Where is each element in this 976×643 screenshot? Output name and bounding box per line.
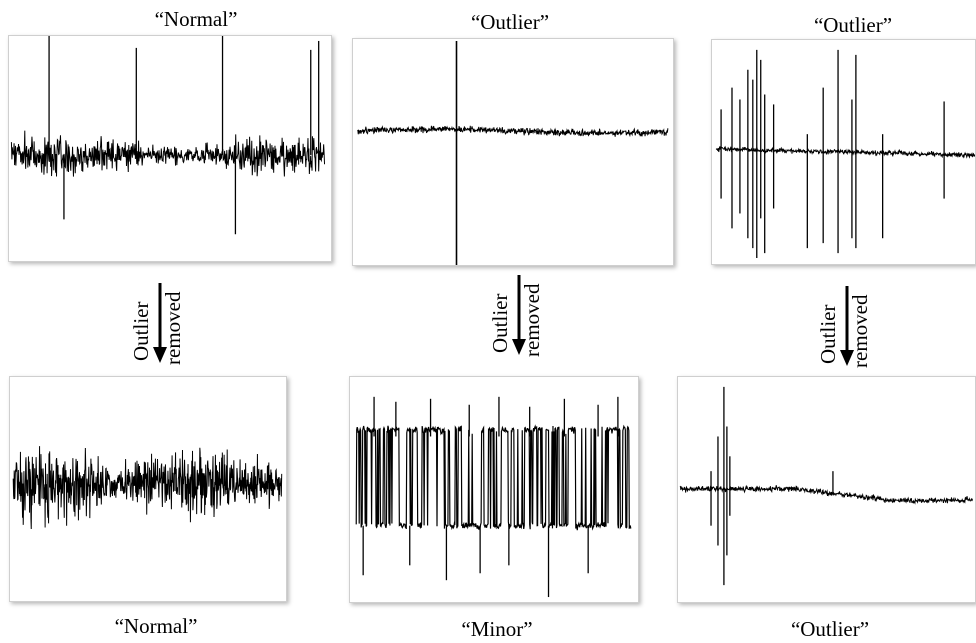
outlier-removed-arrow-3: Outlier removed (816, 280, 877, 372)
signal-panel-bottom-normal (9, 376, 287, 602)
outlier-removed-arrow-1: Outlier removed (129, 277, 190, 369)
signal-plot-bottom-outlier (679, 386, 973, 586)
bottom-caption-3: “Outlier” (790, 617, 870, 641)
signal-panel-top-outlier-1 (352, 38, 674, 266)
signal-panel-bottom-outlier (677, 376, 976, 603)
signal-trace (679, 484, 973, 505)
top-caption-3: “Outlier” (813, 13, 893, 37)
bottom-caption-1: “Normal” (114, 614, 198, 638)
down-arrow-icon (512, 275, 526, 355)
signal-panel-top-normal (8, 35, 332, 262)
signal-plot-bottom-minor (355, 396, 632, 598)
signal-panel-top-outlier-2 (711, 39, 976, 265)
down-arrow-icon (153, 283, 167, 363)
outlier-removed-arrow-2: Outlier removed (488, 269, 549, 361)
top-caption-1: “Normal” (154, 7, 238, 31)
bottom-caption-2: “Minor” (461, 617, 533, 641)
signal-trace (10, 130, 326, 177)
signal-trace (355, 424, 632, 531)
signal-trace (715, 145, 975, 159)
signal-trace (12, 446, 283, 530)
top-caption-2: “Outlier” (470, 10, 550, 34)
down-arrow-icon (840, 286, 854, 366)
arrow-label-line1: Outlier (129, 301, 153, 361)
arrow-label-line1: Outlier (816, 304, 840, 364)
signal-plot-top-normal (10, 36, 326, 235)
signal-panel-bottom-minor (349, 376, 639, 603)
arrow-label-line1: Outlier (488, 293, 512, 353)
signal-plot-top-outlier-2 (715, 49, 975, 259)
signal-plot-bottom-normal (12, 446, 283, 530)
signal-trace (357, 125, 669, 138)
signal-plot-top-outlier-1 (357, 40, 669, 265)
